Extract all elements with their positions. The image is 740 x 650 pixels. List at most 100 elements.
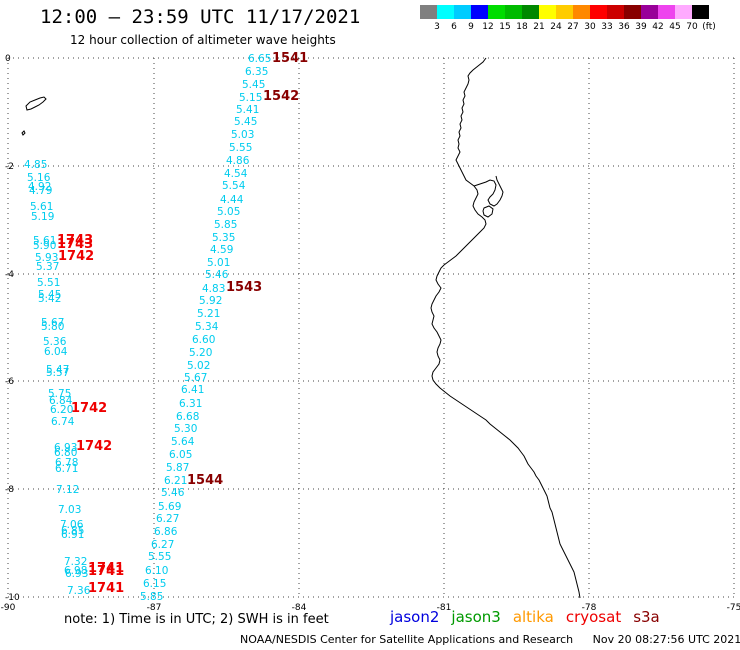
legend-label: 24 xyxy=(550,22,562,32)
credit-text: NOAA/NESDIS Center for Satellite Applica… xyxy=(240,633,574,646)
wave-height-reading: 5.15 xyxy=(239,92,262,104)
wave-height-reading: 5.90 xyxy=(33,240,56,252)
y-tick-label: -2 xyxy=(5,162,14,172)
satellite-s3a: s3a xyxy=(633,608,660,626)
wave-height-reading: 7.36 xyxy=(67,585,91,597)
wave-height-reading: 5.34 xyxy=(195,321,219,333)
altimeter-tracks: 6.656.355.455.155.415.455.035.554.864.54… xyxy=(24,53,271,603)
wave-height-reading: 6.27 xyxy=(156,513,179,525)
wave-height-reading: 6.74 xyxy=(51,416,75,428)
wave-height-reading: 5.69 xyxy=(158,501,181,513)
orbit-number-label: 1743 xyxy=(57,233,93,248)
wave-height-reading: 5.92 xyxy=(199,295,222,307)
wave-height-reading: 4.44 xyxy=(220,194,244,206)
legend-label: 39 xyxy=(635,22,647,32)
legend-swatch xyxy=(420,5,437,19)
wave-height-reading: 5.85 xyxy=(214,219,237,231)
wave-height-reading: 5.03 xyxy=(231,129,254,141)
x-tick-label: -84 xyxy=(292,603,307,613)
wave-height-reading: 5.30 xyxy=(174,423,197,435)
map-grid xyxy=(7,57,735,598)
wave-height-reading: 7.03 xyxy=(58,504,81,516)
puna-island xyxy=(482,205,494,218)
legend-label: 18 xyxy=(516,22,528,32)
wave-height-reading: 4.59 xyxy=(210,244,233,256)
orbit-number-label: 1544 xyxy=(187,473,223,488)
legend-swatch xyxy=(607,5,624,19)
wave-height-reading: 6.35 xyxy=(245,66,268,78)
legend-swatch xyxy=(624,5,641,19)
wave-height-reading: 5.46 xyxy=(205,269,229,281)
wave-height-reading: 6.65 xyxy=(248,53,271,65)
orbit-number-label: 1742 xyxy=(58,249,94,264)
legend-swatch xyxy=(454,5,471,19)
wave-height-reading: 7.12 xyxy=(56,484,79,496)
satellite-jason3: jason3 xyxy=(451,608,501,626)
wave-height-reading: 6.20 xyxy=(50,404,73,416)
wave-height-reading: 5.05 xyxy=(217,206,240,218)
wave-height-reading: 6.05 xyxy=(169,449,192,461)
orbit-number-label: 1541 xyxy=(272,51,308,66)
map-title: 12:00 – 23:59 UTC 11/17/2021 xyxy=(40,6,361,28)
legend-label: 70 xyxy=(686,22,698,32)
wave-height-reading: 5.21 xyxy=(197,308,220,320)
orbit-number-label: 1742 xyxy=(71,401,107,416)
wave-height-reading: 6.91 xyxy=(61,529,84,541)
orbit-number-label: 1741 xyxy=(88,564,124,579)
legend-swatch xyxy=(505,5,522,19)
legend-label: 12 xyxy=(482,22,494,32)
x-tick-label: -78 xyxy=(582,603,597,613)
legend-label: 30 xyxy=(584,22,596,32)
wave-height-reading: 5.41 xyxy=(236,104,259,116)
legend-label: 9 xyxy=(468,22,474,32)
wave-height-reading: 6.60 xyxy=(192,334,215,346)
orbit-number-label: 1742 xyxy=(76,439,112,454)
legend-label: 42 xyxy=(652,22,664,32)
wave-height-reading: 5.02 xyxy=(187,360,210,372)
legend-swatch xyxy=(471,5,488,19)
generated-timestamp: Nov 20 08:27:56 UTC 2021 xyxy=(592,633,740,646)
wave-height-reading: 5.61 xyxy=(30,201,53,213)
wave-height-reading: 5.42 xyxy=(38,293,61,305)
axis-ticks: -90 -87 -84 -81 -78 -75 0 -2 -4 -6 -8 -10 xyxy=(1,54,740,613)
wave-height-reading: 5.64 xyxy=(171,436,195,448)
x-tick-label: -75 xyxy=(727,603,740,613)
orbit-labels: 1541154217431743174215431742174215441741… xyxy=(57,51,308,596)
galapagos-island xyxy=(25,96,47,111)
legend-swatch xyxy=(675,5,692,19)
wave-height-reading: 5.16 xyxy=(27,172,51,184)
wave-height-reading: 6.80 xyxy=(54,447,77,459)
wave-height-reading: 5.87 xyxy=(166,462,189,474)
wave-height-reading: 5.45 xyxy=(242,79,265,91)
wave-height-reading: 5.61 xyxy=(33,235,56,247)
legend-swatch xyxy=(539,5,556,19)
wave-height-reading: 6.68 xyxy=(176,411,199,423)
map-subtitle: 12 hour collection of altimeter wave hei… xyxy=(70,33,336,47)
y-tick-label: -4 xyxy=(5,270,14,280)
wave-height-reading: 4.86 xyxy=(226,155,250,167)
wave-height-reading: 5.54 xyxy=(222,180,246,192)
coastline-path xyxy=(430,57,581,599)
wave-height-reading: 6.15 xyxy=(143,578,166,590)
legend-swatch xyxy=(658,5,675,19)
color-scale-legend xyxy=(420,5,709,19)
satellite-legend: jason2 jason3 altika cryosat s3a xyxy=(390,608,672,626)
wave-height-reading: 5.19 xyxy=(31,211,54,223)
legend-swatch xyxy=(488,5,505,19)
orbit-number-label: 1542 xyxy=(263,89,299,104)
legend-label: 45 xyxy=(669,22,681,32)
legend-swatch xyxy=(692,5,709,19)
wave-height-reading: 6.98 xyxy=(64,565,87,577)
legend-label: 21 xyxy=(533,22,545,32)
galapagos-islet xyxy=(21,130,26,136)
wave-height-reading: 5.85 xyxy=(140,591,163,603)
wave-height-reading: 4.54 xyxy=(224,168,248,180)
legend-swatch xyxy=(641,5,658,19)
y-tick-label: -6 xyxy=(5,377,14,387)
wave-height-reading: 6.21 xyxy=(164,475,187,487)
wave-height-reading: 5.01 xyxy=(207,257,230,269)
wave-height-reading: 4.79 xyxy=(29,185,52,197)
wave-height-reading: 5.51 xyxy=(37,277,60,289)
wave-height-reading: 6.84 xyxy=(49,395,73,407)
